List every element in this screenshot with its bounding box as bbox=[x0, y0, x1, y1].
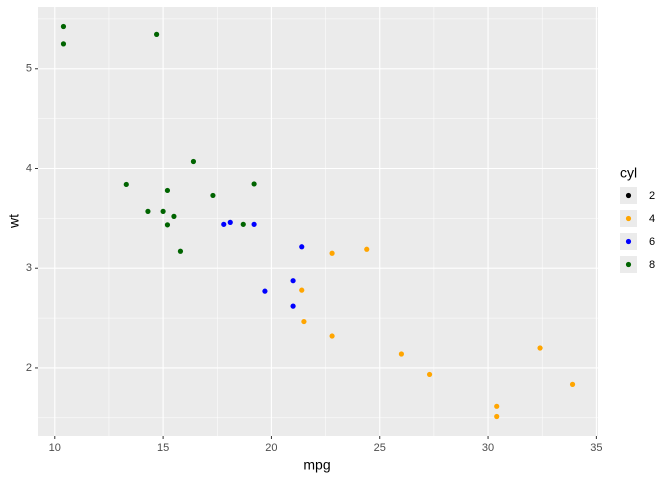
panel bbox=[38, 7, 598, 436]
y-tick-label: 3 bbox=[26, 262, 32, 274]
y-tick-label: 2 bbox=[26, 362, 32, 374]
x-axis-label: mpg bbox=[303, 457, 330, 473]
point bbox=[251, 181, 257, 187]
x-tick-label: 30 bbox=[482, 442, 494, 454]
point bbox=[60, 41, 67, 47]
legend-label: 8 bbox=[649, 259, 655, 271]
legend-marker bbox=[625, 261, 632, 268]
legend-label: 6 bbox=[649, 236, 655, 248]
point bbox=[164, 222, 171, 228]
point bbox=[60, 23, 67, 30]
point bbox=[160, 208, 166, 214]
x-tick-label: 20 bbox=[265, 442, 277, 454]
point bbox=[494, 403, 500, 409]
point bbox=[494, 413, 500, 420]
point bbox=[290, 278, 296, 284]
point bbox=[329, 250, 335, 256]
point bbox=[210, 192, 216, 199]
point bbox=[398, 351, 405, 357]
legend-label: 2 bbox=[649, 190, 655, 202]
x-tick-label: 35 bbox=[590, 442, 602, 454]
point bbox=[299, 287, 305, 293]
point bbox=[426, 371, 433, 378]
point bbox=[364, 246, 370, 252]
point bbox=[154, 31, 160, 37]
x-tick-label: 25 bbox=[374, 442, 386, 454]
point bbox=[329, 333, 335, 339]
point bbox=[145, 208, 151, 214]
legend-marker bbox=[625, 215, 632, 222]
legend-label: 4 bbox=[649, 213, 655, 225]
point bbox=[177, 248, 184, 254]
point bbox=[569, 381, 576, 387]
point bbox=[190, 158, 197, 165]
y-tick-label: 4 bbox=[26, 162, 32, 174]
point bbox=[171, 213, 177, 219]
point bbox=[227, 219, 233, 225]
point bbox=[164, 187, 171, 194]
point bbox=[299, 244, 305, 250]
y-tick-label: 5 bbox=[26, 63, 32, 75]
point bbox=[251, 221, 257, 227]
point bbox=[301, 318, 307, 325]
point bbox=[221, 221, 227, 227]
legend-marker bbox=[625, 192, 632, 199]
y-axis-label: wt bbox=[6, 214, 22, 229]
point bbox=[262, 288, 268, 294]
legend-marker bbox=[625, 238, 632, 245]
x-tick-label: 10 bbox=[49, 442, 61, 454]
point bbox=[123, 181, 129, 188]
point bbox=[290, 303, 296, 309]
x-tick-label: 15 bbox=[157, 442, 169, 454]
legend-title: cyl bbox=[620, 165, 637, 181]
point bbox=[240, 221, 246, 227]
point bbox=[537, 345, 543, 351]
